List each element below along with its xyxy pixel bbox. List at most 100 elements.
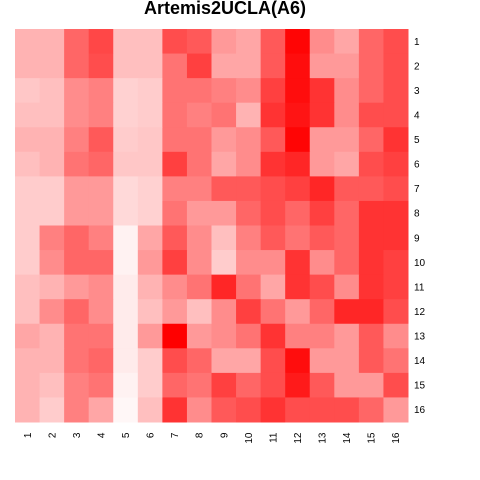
heatmap-cell-r11-c10 [236, 274, 262, 300]
heatmap-cell-r12-c15 [358, 299, 384, 325]
heatmap-cell-r12-c16 [383, 299, 409, 325]
heatmap-cell-r14-c16 [383, 348, 409, 374]
heatmap-cell-r15-c15 [358, 372, 384, 398]
heatmap-cell-r2-c1 [15, 53, 41, 79]
heatmap-cell-r4-c9 [211, 102, 237, 128]
heatmap-cell-r1-c7 [162, 29, 188, 55]
heatmap-cell-r16-c15 [358, 397, 384, 423]
heatmap-cell-r11-c11 [260, 274, 286, 300]
heatmap-cell-r3-c3 [64, 78, 90, 104]
heatmap-cell-r10-c4 [88, 250, 114, 276]
heatmap-cell-r16-c9 [211, 397, 237, 423]
heatmap-cell-r16-c6 [137, 397, 163, 423]
heatmap-cell-r10-c14 [334, 250, 360, 276]
heatmap-cell-r12-c4 [88, 299, 114, 325]
heatmap-cell-r7-c11 [260, 176, 286, 202]
heatmap-cell-r12-c11 [260, 299, 286, 325]
heatmap-cell-r3-c8 [186, 78, 212, 104]
heatmap-cell-r3-c14 [334, 78, 360, 104]
heatmap-cell-r7-c4 [88, 176, 114, 202]
heatmap-cell-r5-c10 [236, 127, 262, 153]
heatmap-cell-r11-c12 [285, 274, 311, 300]
heatmap-cell-r7-c1 [15, 176, 41, 202]
heatmap-cell-r3-c12 [285, 78, 311, 104]
heatmap-cell-r14-c9 [211, 348, 237, 374]
heatmap-cell-r14-c10 [236, 348, 262, 374]
heatmap-cell-r12-c2 [39, 299, 65, 325]
heatmap-cell-r6-c6 [137, 151, 163, 177]
heatmap-cell-r8-c3 [64, 200, 90, 226]
heatmap-cell-r14-c12 [285, 348, 311, 374]
heatmap-cell-r10-c13 [309, 250, 335, 276]
row-tick-label: 13 [414, 332, 426, 343]
heatmap-cell-r6-c3 [64, 151, 90, 177]
heatmap-cell-r5-c5 [113, 127, 139, 153]
row-tick-label: 6 [414, 160, 420, 171]
heatmap-cell-r13-c5 [113, 323, 139, 349]
heatmap-cell-r8-c11 [260, 200, 286, 226]
heatmap-cell-r11-c13 [309, 274, 335, 300]
heatmap-cell-r10-c2 [39, 250, 65, 276]
heatmap-cell-r1-c3 [64, 29, 90, 55]
heatmap-cell-r16-c7 [162, 397, 188, 423]
heatmap-cell-r2-c13 [309, 53, 335, 79]
heatmap-cell-r13-c7 [162, 323, 188, 349]
heatmap-cell-r15-c10 [236, 372, 262, 398]
heatmap-cell-r10-c16 [383, 250, 409, 276]
heatmap-cell-r2-c16 [383, 53, 409, 79]
heatmap-cell-r9-c3 [64, 225, 90, 251]
heatmap-cell-r16-c10 [236, 397, 262, 423]
heatmap-cell-r4-c8 [186, 102, 212, 128]
heatmap-cell-r4-c2 [39, 102, 65, 128]
heatmap-cell-r14-c1 [15, 348, 41, 374]
heatmap-cell-r14-c14 [334, 348, 360, 374]
heatmap-cell-r4-c6 [137, 102, 163, 128]
heatmap-cell-r5-c16 [383, 127, 409, 153]
row-tick-label: 5 [414, 135, 420, 146]
heatmap-cell-r4-c12 [285, 102, 311, 128]
heatmap-cell-r2-c11 [260, 53, 286, 79]
heatmap-cell-r2-c5 [113, 53, 139, 79]
heatmap-cell-r10-c9 [211, 250, 237, 276]
row-tick-label: 15 [414, 381, 426, 392]
heatmap-cell-r3-c16 [383, 78, 409, 104]
heatmap-cell-r4-c15 [358, 102, 384, 128]
heatmap-cell-r13-c13 [309, 323, 335, 349]
row-tick-label: 9 [414, 233, 420, 244]
heatmap-cell-r16-c16 [383, 397, 409, 423]
heatmap-cell-r11-c7 [162, 274, 188, 300]
heatmap-cell-r9-c11 [260, 225, 286, 251]
heatmap-cell-r10-c12 [285, 250, 311, 276]
heatmap-cell-r15-c3 [64, 372, 90, 398]
heatmap-cell-r7-c15 [358, 176, 384, 202]
heatmap-cell-r1-c16 [383, 29, 409, 55]
heatmap-cell-r2-c9 [211, 53, 237, 79]
heatmap-cell-r13-c3 [64, 323, 90, 349]
column-tick-label: 12 [293, 432, 304, 444]
heatmap-cell-r2-c12 [285, 53, 311, 79]
heatmap-cell-r13-c4 [88, 323, 114, 349]
heatmap-cell-r12-c9 [211, 299, 237, 325]
heatmap-cell-r14-c6 [137, 348, 163, 374]
heatmap-cell-r8-c6 [137, 200, 163, 226]
heatmap-cell-r9-c5 [113, 225, 139, 251]
heatmap-cell-r1-c1 [15, 29, 41, 55]
heatmap-cell-r12-c5 [113, 299, 139, 325]
heatmap-cell-r6-c12 [285, 151, 311, 177]
heatmap-cell-r9-c16 [383, 225, 409, 251]
column-tick-label: 3 [72, 432, 83, 438]
heatmap-cell-r4-c13 [309, 102, 335, 128]
heatmap-cell-r6-c2 [39, 151, 65, 177]
heatmap-cell-r13-c14 [334, 323, 360, 349]
heatmap-cell-r15-c1 [15, 372, 41, 398]
heatmap-cell-r5-c15 [358, 127, 384, 153]
heatmap-cell-r10-c11 [260, 250, 286, 276]
heatmap-cell-r13-c16 [383, 323, 409, 349]
heatmap-cell-r5-c11 [260, 127, 286, 153]
heatmap-cell-r1-c8 [186, 29, 212, 55]
heatmap-cell-r2-c3 [64, 53, 90, 79]
column-tick-label: 14 [342, 432, 353, 444]
heatmap-cell-r4-c11 [260, 102, 286, 128]
heatmap-cell-r3-c4 [88, 78, 114, 104]
